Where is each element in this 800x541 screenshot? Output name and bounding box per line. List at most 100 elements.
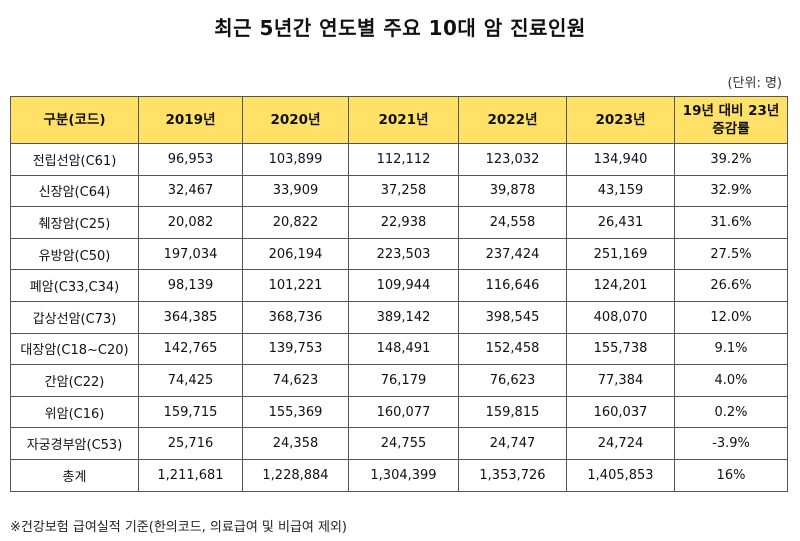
table-row: 자궁경부암(C53) 25,716 24,358 24,755 24,747 24,724… <box>10 427 788 460</box>
value-cell: 398,545 <box>458 300 567 334</box>
page-title: 최근 5년간 연도별 주요 10대 암 진료인원 <box>214 16 586 40</box>
value-cell: 26,431 <box>566 206 675 239</box>
value-cell: 39,878 <box>458 174 567 208</box>
value-cell: 139,753 <box>242 332 349 366</box>
table-total-row: 총계 1,211,681 1,228,884 1,304,399 1,353,726 1,… <box>10 458 788 492</box>
value-cell: 237,424 <box>458 237 567 271</box>
value-cell: 112,112 <box>348 143 459 176</box>
header-2023: 2023년 <box>566 96 675 144</box>
table-row: 폐암(C33,C34) 98,139 101,221 109,944 116,646 12… <box>10 269 788 302</box>
value-cell: 22,938 <box>348 206 459 239</box>
value-cell: 160,077 <box>348 395 459 429</box>
change-rate-cell: 4.0% <box>674 364 788 397</box>
table-row: 위암(C16) 159,715 155,369 160,077 159,815 160,0… <box>10 395 788 429</box>
value-cell: 103,899 <box>242 143 349 176</box>
value-cell: 159,715 <box>138 395 243 429</box>
value-cell: 77,384 <box>566 364 675 397</box>
value-cell: 152,458 <box>458 332 567 366</box>
value-cell: 24,558 <box>458 206 567 239</box>
value-cell: 32,467 <box>138 174 243 208</box>
value-cell: 33,909 <box>242 174 349 208</box>
value-cell: 74,425 <box>138 364 243 397</box>
row-category-cell: 대장암(C18~C20) <box>10 332 139 366</box>
change-rate-cell: 12.0% <box>674 300 788 334</box>
row-category-cell: 신장암(C64) <box>10 174 139 208</box>
row-category-cell: 전립선암(C61) <box>10 143 139 176</box>
row-category-cell: 자궁경부암(C53) <box>10 427 139 460</box>
change-rate-cell: 16% <box>674 458 788 492</box>
value-cell: 364,385 <box>138 300 243 334</box>
table-row: 간암(C22) 74,425 74,623 76,179 76,623 77,384 4.0… <box>10 364 788 397</box>
row-category-cell: 갑상선암(C73) <box>10 300 139 334</box>
unit-label: (단위: 명) <box>727 76 782 91</box>
value-cell: 1,228,884 <box>242 458 349 492</box>
value-cell: 116,646 <box>458 269 567 302</box>
row-category-cell: 간암(C22) <box>10 364 139 397</box>
value-cell: 389,142 <box>348 300 459 334</box>
value-cell: 76,623 <box>458 364 567 397</box>
value-cell: 24,358 <box>242 427 349 460</box>
value-cell: 1,304,399 <box>348 458 459 492</box>
value-cell: 124,201 <box>566 269 675 302</box>
row-category-cell: 폐암(C33,C34) <box>10 269 139 302</box>
value-cell: 20,082 <box>138 206 243 239</box>
footnote: ※건강보험 급여실적 기준(한의코드, 의료급여 및 비급여 제외) <box>10 520 348 535</box>
value-cell: 159,815 <box>458 395 567 429</box>
value-cell: 25,716 <box>138 427 243 460</box>
value-cell: 134,940 <box>566 143 675 176</box>
cancer-patients-table: 구분(코드) 2019년 2020년 2021년 2022년 2023년 19년… <box>10 96 788 492</box>
value-cell: 109,944 <box>348 269 459 302</box>
header-2022: 2022년 <box>458 96 567 144</box>
value-cell: 142,765 <box>138 332 243 366</box>
header-2019: 2019년 <box>138 96 243 144</box>
value-cell: 206,194 <box>242 237 349 271</box>
value-cell: 96,953 <box>138 143 243 176</box>
row-category-cell: 유방암(C50) <box>10 237 139 271</box>
change-rate-cell: 39.2% <box>674 143 788 176</box>
value-cell: 74,623 <box>242 364 349 397</box>
change-rate-cell: -3.9% <box>674 427 788 460</box>
header-2021: 2021년 <box>348 96 459 144</box>
value-cell: 101,221 <box>242 269 349 302</box>
value-cell: 123,032 <box>458 143 567 176</box>
value-cell: 76,179 <box>348 364 459 397</box>
table-row: 갑상선암(C73) 364,385 368,736 389,142 398,545 408… <box>10 300 788 334</box>
value-cell: 37,258 <box>348 174 459 208</box>
value-cell: 1,353,726 <box>458 458 567 492</box>
table-row: 췌장암(C25) 20,082 20,822 22,938 24,558 26,431 31… <box>10 206 788 239</box>
value-cell: 251,169 <box>566 237 675 271</box>
table-row: 신장암(C64) 32,467 33,909 37,258 39,878 43,159 32… <box>10 174 788 208</box>
change-rate-cell: 27.5% <box>674 237 788 271</box>
table-row: 유방암(C50) 197,034 206,194 223,503 237,424 251,… <box>10 237 788 271</box>
change-rate-cell: 32.9% <box>674 174 788 208</box>
value-cell: 155,738 <box>566 332 675 366</box>
header-change-rate: 19년 대비 23년 증감률 <box>674 96 788 144</box>
value-cell: 43,159 <box>566 174 675 208</box>
value-cell: 408,070 <box>566 300 675 334</box>
row-category-cell: 췌장암(C25) <box>10 206 139 239</box>
value-cell: 148,491 <box>348 332 459 366</box>
table-row: 전립선암(C61) 96,953 103,899 112,112 123,032 134,… <box>10 143 788 176</box>
value-cell: 24,755 <box>348 427 459 460</box>
value-cell: 1,405,853 <box>566 458 675 492</box>
value-cell: 197,034 <box>138 237 243 271</box>
row-category-cell: 총계 <box>10 458 139 492</box>
value-cell: 24,724 <box>566 427 675 460</box>
header-category: 구분(코드) <box>10 96 139 144</box>
row-category-cell: 위암(C16) <box>10 395 139 429</box>
table-header-row: 구분(코드) 2019년 2020년 2021년 2022년 2023년 19년… <box>10 96 788 144</box>
value-cell: 1,211,681 <box>138 458 243 492</box>
change-rate-cell: 26.6% <box>674 269 788 302</box>
value-cell: 223,503 <box>348 237 459 271</box>
header-2020: 2020년 <box>242 96 349 144</box>
table-row: 대장암(C18~C20) 142,765 139,753 148,491 152,458… <box>10 332 788 366</box>
value-cell: 160,037 <box>566 395 675 429</box>
change-rate-cell: 0.2% <box>674 395 788 429</box>
value-cell: 368,736 <box>242 300 349 334</box>
value-cell: 98,139 <box>138 269 243 302</box>
change-rate-cell: 9.1% <box>674 332 788 366</box>
value-cell: 24,747 <box>458 427 567 460</box>
value-cell: 20,822 <box>242 206 349 239</box>
change-rate-cell: 31.6% <box>674 206 788 239</box>
value-cell: 155,369 <box>242 395 349 429</box>
